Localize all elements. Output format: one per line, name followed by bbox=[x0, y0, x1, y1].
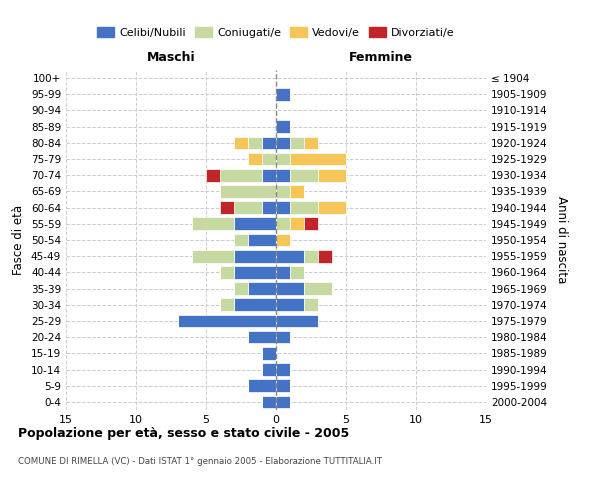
Bar bbox=[178, 314, 276, 328]
Bar bbox=[234, 202, 262, 214]
Text: COMUNE DI RIMELLA (VC) - Dati ISTAT 1° gennaio 2005 - Elaborazione TUTTITALIA.IT: COMUNE DI RIMELLA (VC) - Dati ISTAT 1° g… bbox=[18, 458, 382, 466]
Bar bbox=[220, 298, 234, 311]
Bar bbox=[276, 331, 290, 344]
Bar bbox=[276, 380, 290, 392]
Bar bbox=[276, 282, 304, 295]
Bar bbox=[276, 234, 290, 246]
Bar bbox=[248, 331, 276, 344]
Bar bbox=[290, 202, 318, 214]
Bar bbox=[220, 169, 262, 181]
Bar bbox=[262, 136, 276, 149]
Bar bbox=[276, 185, 290, 198]
Bar bbox=[276, 363, 290, 376]
Bar bbox=[290, 136, 304, 149]
Bar bbox=[234, 250, 276, 262]
Bar bbox=[234, 234, 248, 246]
Bar bbox=[262, 363, 276, 376]
Bar bbox=[318, 169, 346, 181]
Bar bbox=[290, 218, 304, 230]
Bar bbox=[248, 136, 262, 149]
Bar bbox=[234, 218, 276, 230]
Bar bbox=[220, 266, 234, 278]
Bar bbox=[276, 152, 290, 166]
Bar bbox=[276, 218, 290, 230]
Bar bbox=[192, 250, 234, 262]
Bar bbox=[276, 250, 304, 262]
Bar bbox=[262, 347, 276, 360]
Bar bbox=[304, 250, 318, 262]
Bar bbox=[304, 218, 318, 230]
Bar bbox=[248, 152, 262, 166]
Y-axis label: Anni di nascita: Anni di nascita bbox=[556, 196, 568, 284]
Bar bbox=[276, 136, 290, 149]
Bar bbox=[248, 282, 276, 295]
Bar bbox=[248, 234, 276, 246]
Bar bbox=[192, 218, 234, 230]
Bar bbox=[206, 169, 220, 181]
Bar bbox=[220, 185, 276, 198]
Bar bbox=[220, 202, 234, 214]
Bar bbox=[304, 298, 318, 311]
Bar bbox=[276, 120, 290, 133]
Bar bbox=[276, 298, 304, 311]
Bar bbox=[234, 266, 276, 278]
Bar bbox=[276, 396, 290, 408]
Bar bbox=[248, 380, 276, 392]
Bar bbox=[318, 250, 332, 262]
Y-axis label: Fasce di età: Fasce di età bbox=[13, 205, 25, 275]
Text: Femmine: Femmine bbox=[349, 52, 413, 64]
Bar bbox=[234, 136, 248, 149]
Text: Popolazione per età, sesso e stato civile - 2005: Popolazione per età, sesso e stato civil… bbox=[18, 428, 349, 440]
Bar bbox=[276, 169, 290, 181]
Bar bbox=[276, 266, 290, 278]
Text: Maschi: Maschi bbox=[146, 52, 196, 64]
Bar bbox=[276, 202, 290, 214]
Bar bbox=[290, 185, 304, 198]
Bar bbox=[290, 169, 318, 181]
Bar bbox=[276, 88, 290, 101]
Bar bbox=[262, 396, 276, 408]
Bar bbox=[234, 282, 248, 295]
Bar bbox=[262, 152, 276, 166]
Bar bbox=[276, 314, 318, 328]
Legend: Celibi/Nubili, Coniugati/e, Vedovi/e, Divorziati/e: Celibi/Nubili, Coniugati/e, Vedovi/e, Di… bbox=[93, 23, 459, 42]
Bar bbox=[304, 282, 332, 295]
Bar bbox=[318, 202, 346, 214]
Bar bbox=[290, 266, 304, 278]
Bar bbox=[262, 169, 276, 181]
Bar bbox=[234, 298, 276, 311]
Bar bbox=[262, 202, 276, 214]
Bar bbox=[304, 136, 318, 149]
Bar bbox=[290, 152, 346, 166]
